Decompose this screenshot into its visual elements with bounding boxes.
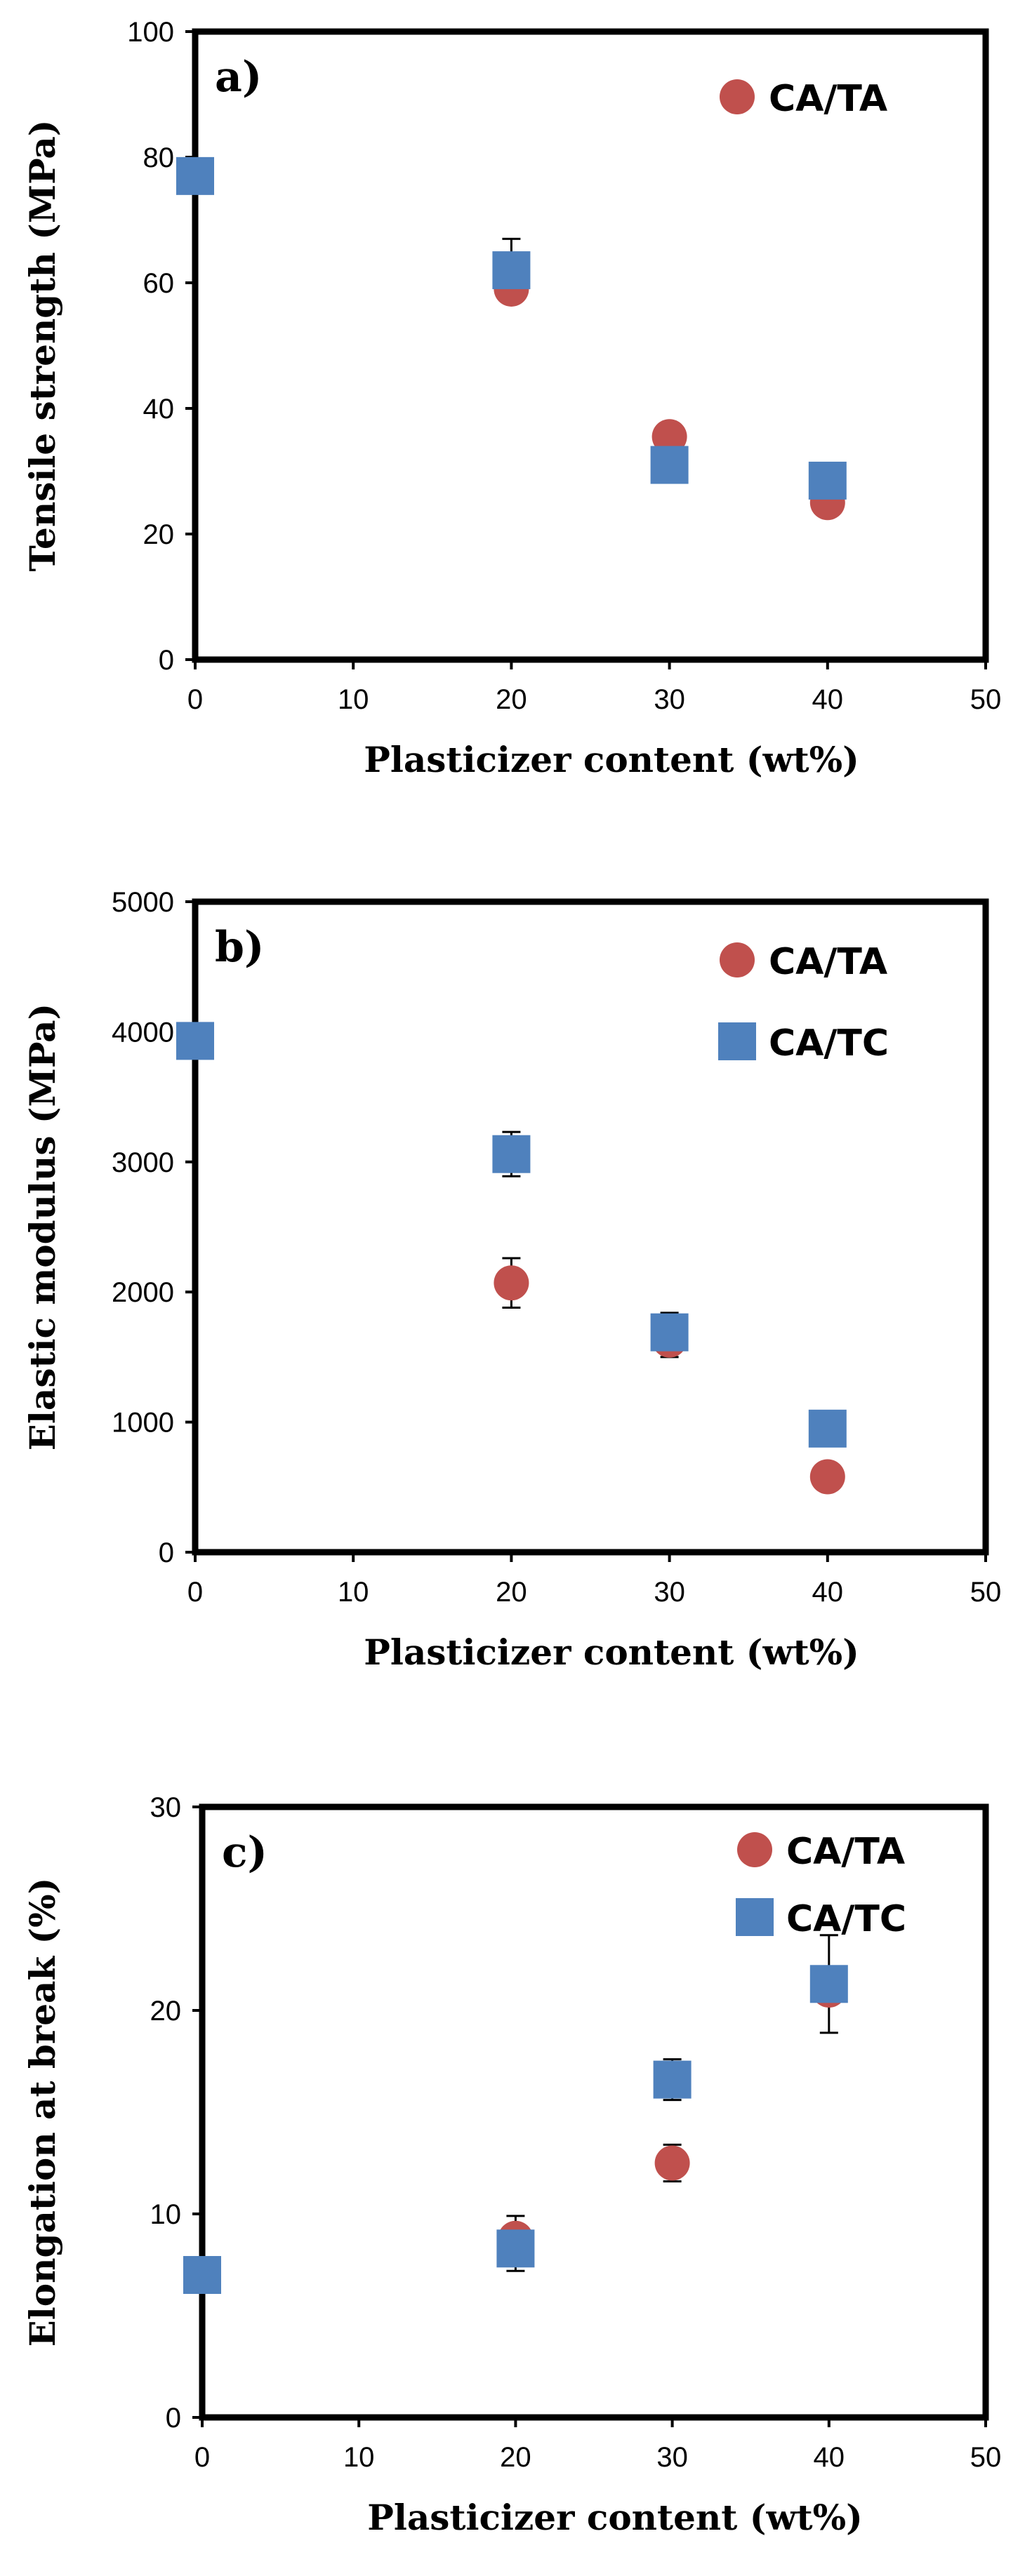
x-tick-label: 0	[187, 1577, 203, 1608]
data-point-ca-tc	[650, 1313, 689, 1352]
y-tick-label: 1000	[112, 1408, 174, 1439]
y-tick-label: 0	[159, 645, 174, 676]
data-point-ca-tc	[650, 446, 689, 484]
x-tick-label: 40	[812, 1577, 844, 1608]
chart-panel-2: 0 1000 2000 3000 4000 5000 0 10 20 30 40 50 Plastici…	[22, 887, 1001, 1673]
y-tick-label: 4000	[112, 1017, 174, 1048]
y-axis-title: Elongation at break (%)	[22, 1878, 63, 2347]
x-tick-label: 30	[654, 1577, 685, 1608]
panel-label: b)	[215, 923, 264, 972]
x-axis-title: Plasticizer content (wt%)	[364, 1631, 859, 1673]
x-tick-label: 40	[812, 684, 844, 715]
y-axis-title: Elastic modulus (MPa)	[22, 1003, 63, 1450]
y-axis-title: Tensile strength (MPa)	[22, 120, 63, 572]
x-axis-title: Plasticizer content (wt%)	[367, 2497, 863, 2538]
x-axis-title: Plasticizer content (wt%)	[364, 739, 859, 780]
data-point-ca-tc	[496, 2229, 535, 2268]
data-point-ca-tc	[808, 1409, 847, 1448]
y-tick-label: 60	[143, 268, 175, 299]
y-tick-label: 10	[150, 2199, 182, 2230]
data-point-ca-tc	[653, 2060, 692, 2099]
data-point-ca-ta	[651, 419, 687, 455]
x-tick-label: 20	[496, 684, 527, 715]
panel-label: c)	[222, 1828, 267, 1877]
x-tick-label: 20	[496, 1577, 527, 1608]
x-tick-label: 0	[194, 2442, 210, 2473]
y-tick-label: 0	[159, 1537, 174, 1568]
x-tick-label: 50	[970, 2442, 1002, 2473]
chart-panel-1: 0 20 40 60 80 100 0 10 20 30 40 50 Plasticizer conte…	[22, 17, 1001, 780]
y-tick-label: 2000	[112, 1277, 174, 1308]
legend-label-ca-ta: CA/TA	[786, 1831, 905, 1873]
data-point-ca-tc	[808, 461, 847, 500]
data-point-ca-ta	[809, 1459, 845, 1495]
legend-marker-ca-ta	[737, 1832, 772, 1867]
y-tick-label: 5000	[112, 887, 174, 918]
plot-frame	[192, 28, 989, 663]
x-tick-label: 50	[970, 1577, 1002, 1608]
x-tick-label: 20	[500, 2442, 531, 2473]
y-tick-label: 20	[150, 1996, 182, 2027]
data-point-ca-tc	[492, 1135, 531, 1173]
x-tick-label: 30	[656, 2442, 688, 2473]
data-point-ca-ta	[494, 1265, 529, 1301]
x-tick-label: 10	[338, 684, 369, 715]
y-tick-label: 80	[143, 142, 175, 173]
plot-frame	[199, 1803, 989, 2421]
x-tick-label: 40	[814, 2442, 845, 2473]
data-point-ca-tc	[809, 1965, 848, 2003]
x-tick-label: 30	[654, 684, 685, 715]
x-tick-label: 50	[970, 684, 1002, 715]
x-tick-label: 10	[343, 2442, 375, 2473]
panel-label: a)	[215, 53, 262, 102]
y-tick-label: 20	[143, 519, 175, 550]
y-tick-label: 30	[150, 1792, 182, 1823]
legend-marker-ca-ta	[720, 79, 755, 114]
x-tick-label: 0	[187, 684, 203, 715]
legend-marker-ca-tc	[736, 1898, 774, 1936]
y-tick-label: 40	[143, 394, 175, 425]
legend-marker-ca-ta	[720, 942, 755, 977]
y-tick-label: 0	[166, 2403, 181, 2434]
x-tick-label: 10	[338, 1577, 369, 1608]
y-tick-label: 100	[127, 17, 174, 48]
chart-panel-3: 0 10 20 30 0 10 20 30 40 50 Plasticizer content (w…	[22, 1792, 1001, 2538]
legend-label-ca-tc: CA/TC	[769, 1022, 889, 1065]
legend-marker-ca-tc	[718, 1022, 756, 1060]
data-point-ca-ta	[654, 2145, 690, 2181]
legend-label-ca-ta: CA/TA	[769, 941, 887, 983]
legend-label-ca-tc: CA/TC	[786, 1898, 906, 1940]
data-point-ca-tc	[176, 1022, 214, 1060]
legend-label-ca-ta: CA/TA	[769, 78, 887, 120]
data-point-ca-tc	[492, 251, 531, 290]
y-tick-label: 3000	[112, 1147, 174, 1178]
data-point-ca-tc	[176, 156, 214, 195]
plot-frame	[192, 898, 989, 1556]
data-point-ca-tc	[183, 2256, 221, 2294]
